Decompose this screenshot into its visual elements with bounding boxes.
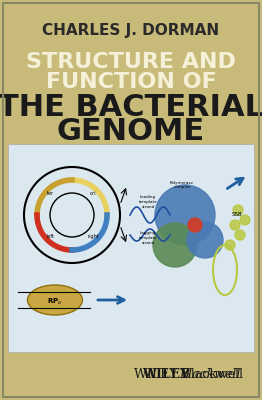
Text: left: left <box>47 234 55 239</box>
Text: GENOME: GENOME <box>57 118 205 146</box>
Text: WILEY Blackwell: WILEY Blackwell <box>134 368 243 382</box>
Bar <box>8 144 254 352</box>
Circle shape <box>188 218 202 232</box>
Circle shape <box>240 215 250 225</box>
Text: ori: ori <box>90 191 96 196</box>
Circle shape <box>235 230 245 240</box>
Circle shape <box>187 222 223 258</box>
Circle shape <box>233 205 243 215</box>
Circle shape <box>153 223 197 267</box>
Text: ter: ter <box>47 191 54 196</box>
Ellipse shape <box>28 285 83 315</box>
Circle shape <box>155 185 215 245</box>
Text: CHARLES J. DORMAN: CHARLES J. DORMAN <box>42 22 220 38</box>
Text: FUNCTION OF: FUNCTION OF <box>46 72 216 92</box>
Text: THE BACTERIAL: THE BACTERIAL <box>0 92 262 122</box>
Text: Blackwell: Blackwell <box>179 368 241 382</box>
Text: SSB: SSB <box>232 212 242 218</box>
Text: Polymerase
complex: Polymerase complex <box>170 181 194 189</box>
Text: STRUCTURE AND: STRUCTURE AND <box>26 52 236 72</box>
Circle shape <box>225 240 235 250</box>
Text: Lagging
template
strand: Lagging template strand <box>139 231 157 244</box>
Text: WILEY: WILEY <box>143 368 190 382</box>
Text: RP$_o$: RP$_o$ <box>47 297 63 307</box>
Text: right: right <box>87 234 99 239</box>
Text: Leading
template
strand: Leading template strand <box>139 196 157 209</box>
Circle shape <box>230 220 240 230</box>
